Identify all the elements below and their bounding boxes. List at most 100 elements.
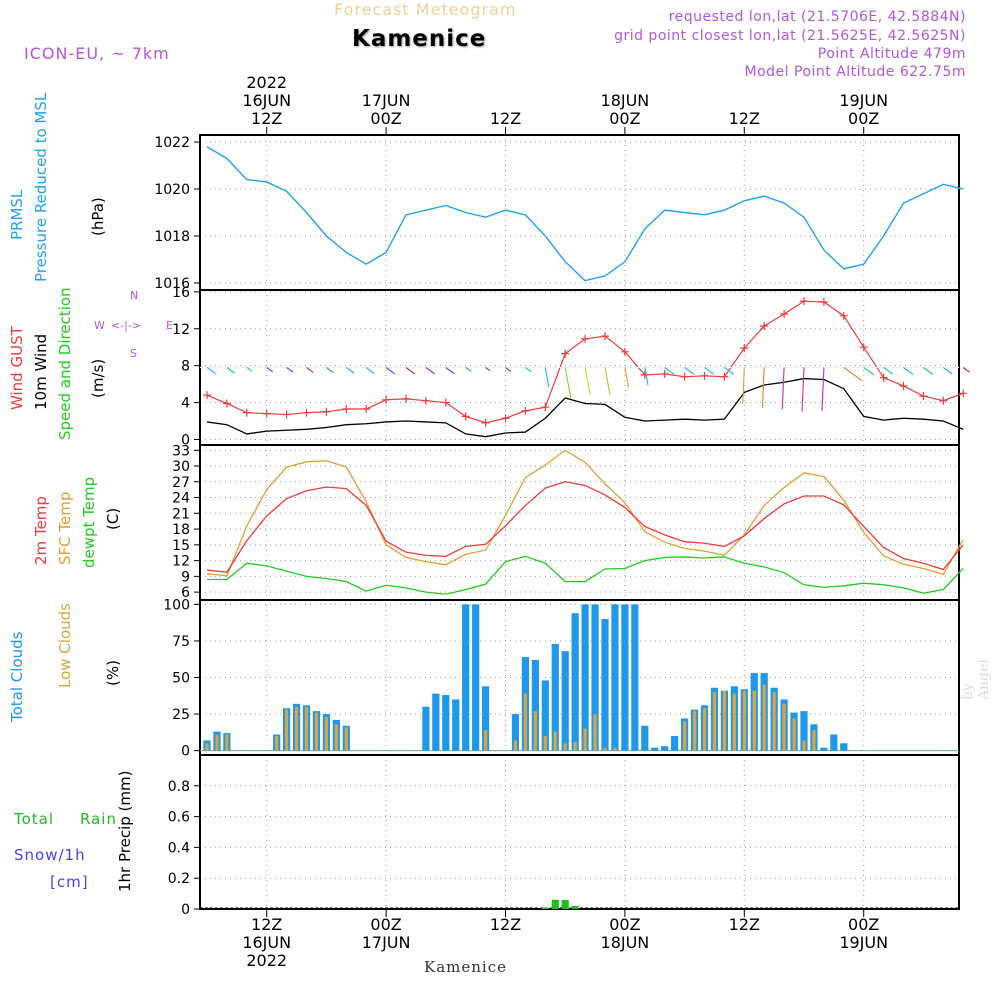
gust-line [206, 300, 964, 424]
total-cloud-bar [651, 747, 659, 751]
wind-arrow [903, 367, 914, 376]
compass-arrow: <-|-> [111, 319, 142, 332]
wind-arrow [306, 367, 314, 373]
wind-arrow [326, 367, 334, 374]
wind-arrow [505, 367, 512, 372]
model-altitude: Model Point Altitude 622.75m [744, 64, 966, 80]
xtick-top-label: 2022 [246, 73, 287, 92]
ytick-label: 25 [172, 707, 190, 723]
low-cloud-bar [553, 731, 557, 751]
sfc-temp-line [206, 449, 964, 577]
wind-arrow [883, 367, 894, 375]
low-cloud-bar [294, 706, 299, 751]
wind-arrow [246, 367, 253, 372]
low-cloud-bar [573, 741, 577, 751]
low-cloud-bar [762, 684, 766, 751]
panel-frame [199, 134, 960, 291]
low-cloud-bar [732, 693, 736, 751]
low-cloud-bar [225, 734, 229, 751]
low-cloud-bar [812, 730, 816, 751]
xtick-top-label: 19JUN [839, 91, 888, 110]
gust-marker [342, 405, 351, 414]
wind-arrow [624, 367, 630, 388]
ytick-label: 24 [172, 491, 190, 507]
wind-arrow [801, 367, 805, 412]
low-cloud-bar [742, 690, 746, 751]
total-cloud-bar [611, 604, 619, 751]
low-cloud-bar [603, 747, 607, 751]
gust-marker [800, 297, 808, 306]
total-cloud-bar [472, 604, 480, 751]
ytick-label: 0.2 [168, 871, 190, 887]
wind-arrow [584, 367, 591, 396]
gust-marker [322, 407, 331, 416]
wind-arrow [724, 367, 735, 375]
total-cloud-bar [641, 725, 649, 751]
low-cloud-bar [304, 706, 309, 751]
gust-marker [680, 372, 689, 381]
wind-arrow [465, 367, 472, 372]
gust-marker [839, 311, 848, 320]
total-cloud-bar [631, 604, 639, 751]
gust-marker [421, 396, 430, 405]
ytick-label: 18 [172, 522, 190, 538]
low-cloud-bar [593, 714, 597, 751]
xtick-bottom-label: 16JUN [242, 933, 291, 952]
ytick-label: 0.6 [168, 810, 190, 826]
ytick-label: 16 [172, 285, 190, 301]
wind-arrow [962, 367, 971, 373]
rain-bar [541, 907, 549, 909]
gust-marker [740, 344, 749, 353]
wind-arrow [923, 367, 934, 375]
xtick-bottom-label: 19JUN [839, 933, 888, 952]
rain-bar [551, 899, 559, 909]
total-cloud-bar [840, 743, 848, 751]
xtick-bottom-label: 12Z [490, 915, 521, 934]
wind-arrow [742, 367, 745, 404]
ytick-label: 8 [181, 359, 190, 375]
total-cloud-bar [462, 604, 470, 751]
total-cloud-bar [591, 604, 599, 751]
low-cloud-bar [683, 721, 687, 751]
gust-marker [640, 370, 649, 379]
gust-marker [541, 403, 550, 412]
xtick-top-label: 00Z [370, 109, 401, 128]
gust-marker [262, 409, 271, 418]
wind-arrow [425, 367, 435, 375]
total-cloud-bar [541, 680, 549, 751]
gust-marker [282, 410, 291, 419]
wind-arrow [781, 367, 785, 410]
ytick-label: 1016 [154, 276, 190, 292]
low-cloud-bar [583, 728, 587, 751]
gust-marker [402, 394, 410, 403]
precip-legend-snow: Snow/1h [14, 846, 86, 864]
total-cloud-bar [511, 714, 520, 751]
gust-marker [481, 418, 490, 427]
requested-coords: requested lon,lat (21.5706E, 42.5884N) [668, 9, 966, 25]
xtick-bottom-label: 00Z [609, 915, 640, 934]
ytick-label: 12 [172, 322, 190, 338]
ytick-label: 50 [172, 671, 190, 687]
xtick-top-label: 12Z [490, 109, 521, 128]
xtick-top-label: 18JUN [601, 91, 650, 110]
wind-arrow [684, 367, 695, 375]
wind-arrow [604, 367, 611, 395]
low-cloud-bar [275, 735, 279, 751]
low-cloud-bar [205, 743, 209, 751]
total-cloud-bar [531, 659, 539, 751]
ytick-label: 27 [172, 475, 190, 491]
grid-point-coords: grid point closest lon,lat (21.5625E, 42… [614, 28, 966, 44]
gust-marker [362, 405, 371, 414]
total-cloud-bar [551, 643, 559, 751]
gust-marker [879, 373, 888, 382]
low-cloud-bar [324, 716, 328, 751]
low-cloud-bar [484, 730, 488, 751]
low-cloud-bar [285, 709, 289, 751]
ytick-label: 6 [181, 585, 190, 601]
point-altitude: Point Altitude 479m [817, 46, 966, 62]
gust-marker [660, 369, 669, 378]
xtick-top-label: 00Z [609, 109, 640, 128]
wind-arrow [843, 367, 863, 382]
wind-arrow [266, 367, 274, 373]
wind-arrow [445, 367, 455, 375]
